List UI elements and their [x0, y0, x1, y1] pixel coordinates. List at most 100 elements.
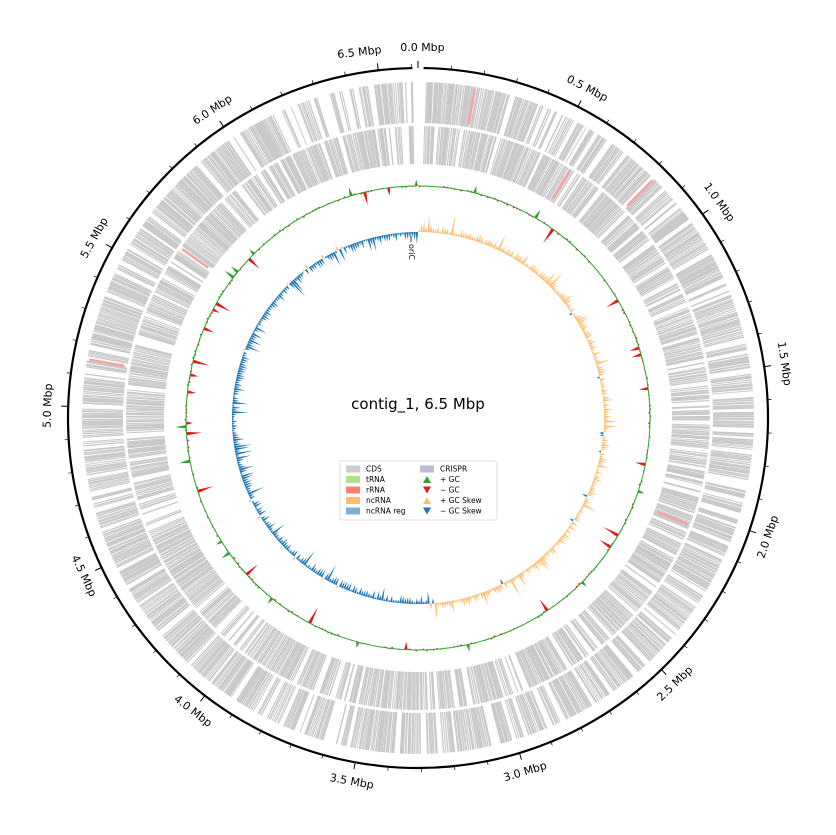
cds-feature [106, 528, 145, 545]
gc-skew-value [468, 596, 472, 603]
gc-skew-value [596, 468, 600, 472]
cds-feature [126, 396, 165, 401]
cds-feature [654, 312, 691, 328]
cds-feature [566, 671, 589, 709]
cds-feature [611, 640, 639, 672]
cds-feature [407, 712, 410, 754]
cds-feature [275, 162, 295, 197]
cds-feature [536, 687, 555, 726]
gc-skew-value [594, 358, 598, 361]
gc-skew-value [312, 263, 317, 270]
cds-feature [549, 117, 569, 155]
gc-skew-value [602, 441, 607, 444]
cds-feature [135, 344, 173, 356]
gc-skew-value [310, 264, 316, 271]
cds-feature [370, 668, 378, 707]
cds-feature [671, 413, 710, 415]
gc-skew-value [279, 292, 284, 297]
cds-feature [318, 699, 333, 740]
gc-skew-value [589, 344, 595, 348]
cds-feature [604, 219, 634, 247]
tick-mark [280, 91, 283, 96]
gc-skew-value [559, 536, 565, 541]
cds-feature [258, 630, 281, 664]
cds-feature [253, 124, 275, 161]
cds-feature [528, 155, 547, 190]
cds-feature [376, 669, 383, 708]
cds-feature [129, 456, 168, 464]
gc-skew-value [448, 231, 451, 235]
cds-feature [173, 256, 207, 279]
cds-feature [712, 424, 754, 427]
cds-feature [438, 126, 443, 165]
cds-feature [585, 198, 612, 228]
cds-feature [161, 539, 196, 559]
tick-mark [633, 139, 637, 143]
gc-value [247, 257, 260, 269]
cds-feature [669, 242, 706, 266]
cds-feature [564, 673, 586, 710]
cds-feature [693, 523, 732, 540]
cds-feature [567, 671, 590, 708]
cds-feature [711, 450, 753, 457]
cds-feature [321, 657, 335, 694]
cds-feature [152, 211, 186, 238]
cds-feature [624, 247, 657, 271]
cds-feature [180, 626, 211, 657]
gc-skew-value [425, 599, 428, 604]
cds-feature [514, 696, 530, 736]
cds-feature [140, 583, 175, 609]
cds-feature [656, 504, 693, 519]
cds-feature [229, 194, 256, 224]
cds-feature [642, 536, 677, 556]
cds-feature [510, 98, 525, 139]
gc-value [356, 641, 360, 648]
cds-feature [545, 165, 567, 200]
axis-arc [66, 66, 770, 770]
cds-feature [83, 441, 125, 447]
gc-skew-value [249, 495, 256, 500]
cds-feature [167, 548, 201, 570]
cds-feature [507, 144, 522, 181]
cds-feature [377, 710, 384, 752]
cds-feature [411, 712, 414, 754]
cds-feature [424, 671, 428, 710]
cds-feature [126, 394, 165, 399]
cds-feature [652, 595, 687, 622]
gc-skew-value [565, 529, 572, 534]
cds-feature [710, 454, 752, 462]
cds-feature [128, 382, 166, 388]
cds-feature [430, 712, 434, 754]
cds-feature [184, 570, 216, 595]
gc-skew-value [232, 401, 249, 405]
cds-feature [199, 223, 229, 250]
cds-feature [218, 655, 244, 690]
cds-feature [706, 348, 748, 359]
cds-feature [131, 358, 170, 368]
cds-feature [661, 490, 698, 503]
cds-feature [527, 691, 545, 730]
gc-skew-value [576, 315, 588, 323]
cds-feature [627, 252, 660, 275]
cds-feature [175, 184, 207, 214]
cds-reverse-track [125, 126, 711, 711]
cds-feature [132, 356, 170, 366]
cds-feature [387, 83, 392, 125]
cds-feature [84, 451, 126, 458]
cds-feature [98, 508, 138, 523]
cds-feature [316, 97, 330, 137]
gc-value [404, 641, 408, 650]
cds-feature [561, 124, 583, 161]
cds-feature [364, 709, 372, 750]
cds-feature [406, 671, 410, 710]
cds-feature [683, 546, 721, 566]
cds-feature [171, 618, 203, 648]
gc-skew-value [590, 345, 598, 350]
gc-skew-value [550, 281, 558, 289]
cds-feature [665, 351, 703, 362]
cds-feature [463, 709, 472, 750]
cds-feature [500, 141, 515, 179]
cds-feature [498, 141, 512, 178]
cds-feature [655, 218, 689, 244]
